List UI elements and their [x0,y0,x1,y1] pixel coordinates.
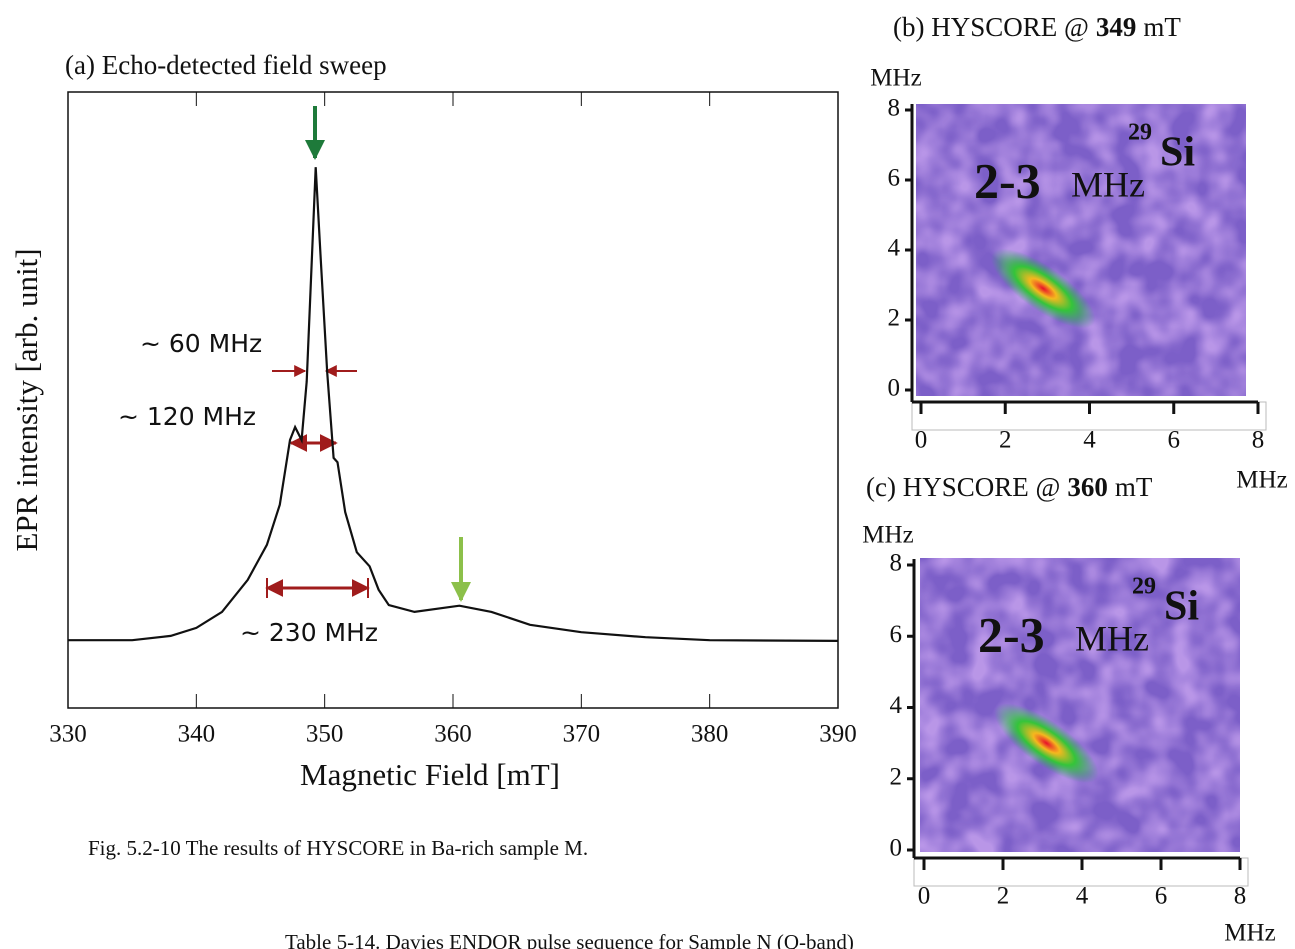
y-tick-label: 6 [888,165,901,192]
y-axis-label: EPR intensity [arb. unit] [9,248,44,551]
x-axis-label: MHz [1236,467,1287,494]
x-tick-label: 390 [819,721,857,748]
x-tick-label: 0 [918,883,931,910]
x-tick-label: 2 [999,427,1012,454]
x-axis-label: MHz [1224,920,1275,947]
y-tick-label: 6 [890,621,903,648]
x-tick-label: 4 [1083,427,1096,454]
title-text: (c) HYSCORE @ [866,472,1060,502]
title-field: 360 [1067,472,1108,502]
x-tick-label: 8 [1234,883,1247,910]
x-axis-label: Magnetic Field [mT] [300,757,560,792]
annotation: ~ 230 MHz [240,618,378,647]
y-tick-label: 0 [888,375,901,402]
plot-frame [67,91,839,709]
title-text: (b) HYSCORE @ [893,12,1089,42]
annotation: Si [1160,130,1195,176]
annotation: MHz [1075,618,1149,658]
y-tick-label: 0 [890,835,903,862]
annotation: ~ 120 MHz [118,402,256,431]
spectrum-line [68,167,839,642]
annotation: 29 [1132,574,1156,600]
x-tick-label: 6 [1168,427,1181,454]
y-axis-label: MHz [870,65,921,92]
annotation: MHz [1071,164,1145,204]
y-tick-label: 2 [888,305,901,332]
annotation: 2-3 [974,152,1041,208]
annotation: ~ 60 MHz [140,329,262,358]
x-tick-label: 8 [1252,427,1265,454]
x-tick-label: 350 [306,721,344,748]
title-unit: mT [1143,12,1181,42]
caption: Fig. 5.2-10 The results of HYSCORE in Ba… [88,836,588,860]
x-tick-label: 0 [915,427,928,454]
annotation: 29 [1128,120,1152,146]
x-tick-label: 330 [49,721,87,748]
map-texture [920,558,1240,852]
correlation-peak [994,703,1099,783]
x-tick-label: 2 [997,883,1010,910]
x-tick-label: 6 [1155,883,1168,910]
annotation: Si [1164,584,1199,630]
y-axis-label: MHz [862,522,913,549]
x-tick-label: 370 [563,721,601,748]
chart-title: (a) Echo-detected field sweep [65,50,387,80]
x-tick-label: 380 [691,721,729,748]
chart-title: (b) HYSCORE @349 mT [893,12,1181,42]
x-tick-label: 360 [434,721,472,748]
title-unit: mT [1115,472,1153,502]
chart-title: (c) HYSCORE @360 mT [866,472,1153,502]
arrows [265,106,471,602]
y-tick-label: 8 [888,95,901,122]
correlation-peak [990,248,1096,329]
y-tick-label: 8 [890,550,903,577]
y-tick-label: 4 [888,235,901,262]
annotation: 2-3 [978,606,1045,662]
table-caption: Table 5-14. Davies ENDOR pulse sequence … [285,930,854,949]
title-field: 349 [1096,12,1137,42]
map-texture [916,104,1246,396]
x-tick-label: 4 [1076,883,1089,910]
y-tick-label: 4 [890,692,903,719]
x-tick-label: 340 [178,721,216,748]
y-tick-label: 2 [890,763,903,790]
